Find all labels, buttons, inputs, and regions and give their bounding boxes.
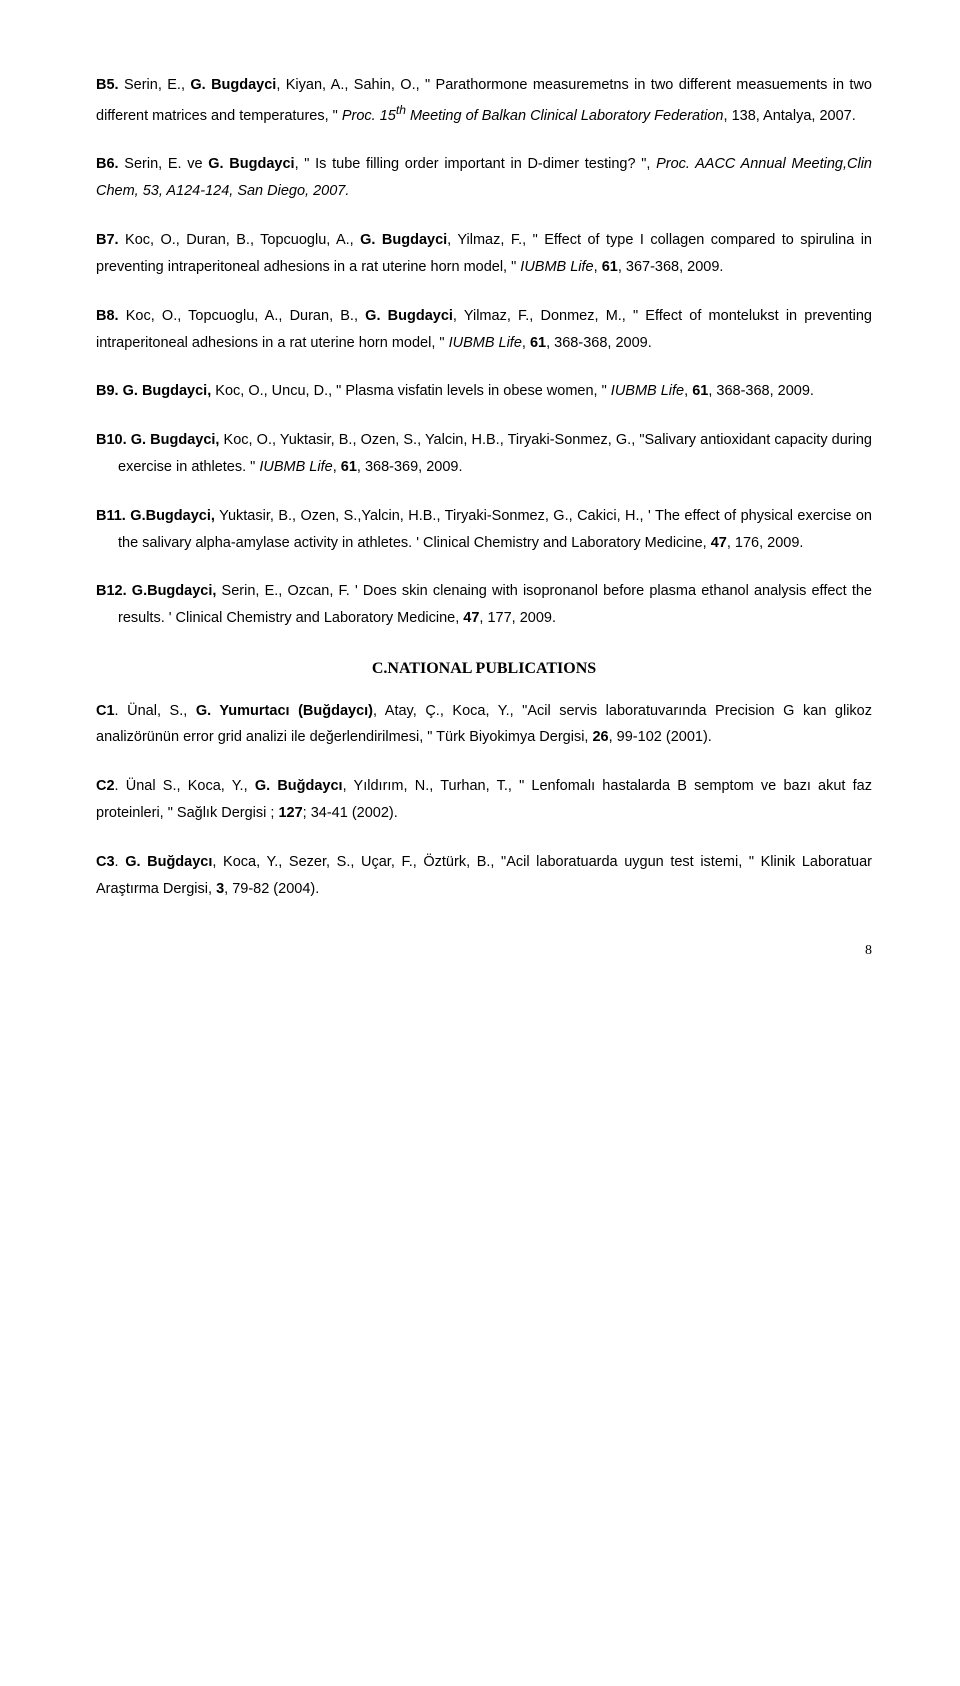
- authors-post: , " Is tube filling order important in D…: [295, 156, 657, 172]
- bold-author: G. Bugdayci: [360, 232, 447, 248]
- authors-pre: Koc, O., Duran, B., Topcuoglu, A.,: [119, 232, 361, 248]
- entry-b5: B5. Serin, E., G. Bugdayci, Kiyan, A., S…: [96, 72, 872, 129]
- tail: , 367-368, 2009.: [618, 259, 724, 275]
- vol: 61: [341, 459, 357, 475]
- tail-pre: ,: [522, 335, 530, 351]
- entry-c2: C2. Ünal S., Koca, Y., G. Buğdaycı, Yıld…: [96, 773, 872, 827]
- entry-b8: B8. Koc, O., Topcuoglu, A., Duran, B., G…: [96, 303, 872, 357]
- vol: 26: [592, 729, 608, 745]
- tail: ; 34-41 (2002).: [303, 805, 398, 821]
- entry-label: C2: [96, 778, 115, 794]
- sup: th: [396, 103, 406, 117]
- journal: IUBMB Life: [611, 383, 684, 399]
- bold-author: G. Buğdaycı: [125, 854, 212, 870]
- authors-post: Koc, O., Uncu, D., " Plasma visfatin lev…: [211, 383, 611, 399]
- vol: 47: [711, 535, 727, 551]
- entry-label: B7.: [96, 232, 119, 248]
- vol: 61: [692, 383, 708, 399]
- entry-b11: B11. G.Bugdayci, Yuktasir, B., Ozen, S.,…: [96, 503, 872, 557]
- authors-post: Koc, O., Yuktasir, B., Ozen, S., Yalcin,…: [118, 432, 872, 475]
- entry-b12: B12. G.Bugdayci, Serin, E., Ozcan, F. ' …: [96, 578, 872, 632]
- entry-b9: B9. G. Bugdayci, Koc, O., Uncu, D., " Pl…: [96, 378, 872, 405]
- authors-pre: . Ünal, S.,: [115, 703, 196, 719]
- tail: , 138, Antalya, 2007.: [724, 108, 856, 124]
- section-title-c: C.NATIONAL PUBLICATIONS: [96, 654, 872, 684]
- bold-author: G. Bugdayci,: [127, 432, 220, 448]
- tail: , 368-368, 2009.: [546, 335, 652, 351]
- journal: Proc. 15: [342, 108, 396, 124]
- vol: 61: [602, 259, 618, 275]
- authors-pre: Serin, E. ve: [119, 156, 209, 172]
- entry-label: C3: [96, 854, 115, 870]
- journal: IUBMB Life: [259, 459, 332, 475]
- bold-author: G.Bugdayci,: [127, 583, 217, 599]
- journal: IUBMB Life: [520, 259, 593, 275]
- tail: , 79-82 (2004).: [224, 881, 319, 897]
- entry-label: B12.: [96, 583, 127, 599]
- journal: IUBMB Life: [449, 335, 522, 351]
- authors-pre: . Ünal S., Koca, Y.,: [115, 778, 255, 794]
- tail-pre: ,: [684, 383, 692, 399]
- authors-pre: .: [115, 854, 126, 870]
- entry-b7: B7. Koc, O., Duran, B., Topcuoglu, A., G…: [96, 227, 872, 281]
- entry-label: B6.: [96, 156, 119, 172]
- vol: 47: [463, 610, 479, 626]
- entry-c1: C1. Ünal, S., G. Yumurtacı (Buğdaycı), A…: [96, 698, 872, 752]
- bold-author: G. Bugdayci: [208, 156, 294, 172]
- entry-label: B5.: [96, 77, 119, 93]
- tail-pre: ,: [594, 259, 602, 275]
- entry-label: B8.: [96, 308, 119, 324]
- entry-b6: B6. Serin, E. ve G. Bugdayci, " Is tube …: [96, 151, 872, 205]
- authors-post: , Koca, Y., Sezer, S., Uçar, F., Öztürk,…: [96, 854, 872, 897]
- authors-pre: Serin, E.,: [119, 77, 191, 93]
- tail: , 177, 2009.: [479, 610, 556, 626]
- bold-author: G. Yumurtacı (Buğdaycı): [196, 703, 373, 719]
- vol: 61: [530, 335, 546, 351]
- journal-post: Meeting of Balkan Clinical Laboratory Fe…: [406, 108, 724, 124]
- entry-label: B11.: [96, 508, 126, 524]
- bold-author: G. Bugdayci,: [119, 383, 212, 399]
- bold-author: G. Bugdayci: [190, 77, 276, 93]
- authors-pre: Koc, O., Topcuoglu, A., Duran, B.,: [119, 308, 366, 324]
- bold-author: G. Bugdayci: [365, 308, 453, 324]
- tail: , 368-369, 2009.: [357, 459, 463, 475]
- bold-author: G.Bugdayci,: [126, 508, 215, 524]
- vol: 127: [278, 805, 302, 821]
- entry-label: B10.: [96, 432, 127, 448]
- entry-label: B9.: [96, 383, 119, 399]
- entry-c3: C3. G. Buğdaycı, Koca, Y., Sezer, S., Uç…: [96, 849, 872, 903]
- vol: 3: [216, 881, 224, 897]
- tail: , 368-368, 2009.: [708, 383, 814, 399]
- entry-label: C1: [96, 703, 115, 719]
- bold-author: G. Buğdaycı: [255, 778, 343, 794]
- tail: , 176, 2009.: [727, 535, 804, 551]
- entry-b10: B10. G. Bugdayci, Koc, O., Yuktasir, B.,…: [96, 427, 872, 481]
- tail: , 99-102 (2001).: [609, 729, 712, 745]
- page-number: 8: [96, 938, 872, 964]
- tail-pre: ,: [333, 459, 341, 475]
